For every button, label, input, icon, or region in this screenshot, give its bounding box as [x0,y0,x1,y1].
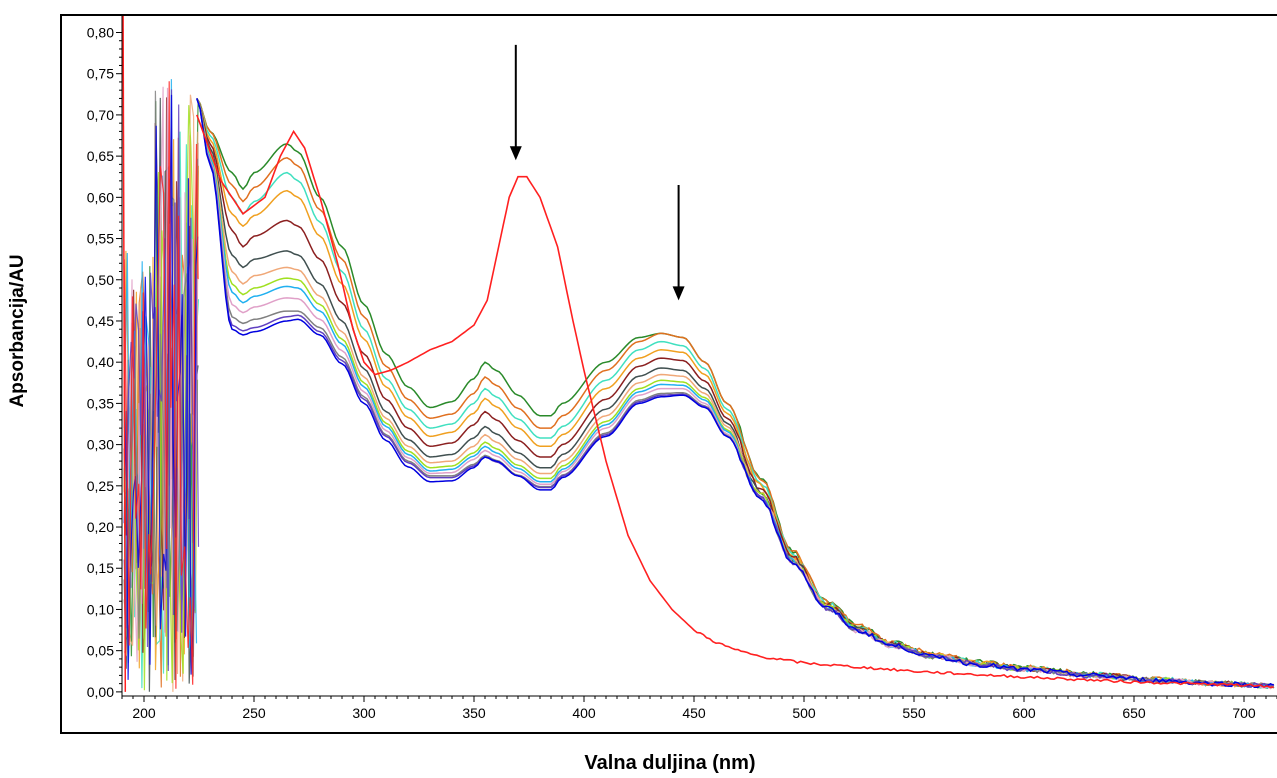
x-axis-title: Valna duljina (nm) [584,752,756,774]
y-tick-label: 0,20 [87,519,114,535]
y-tick-label: 0,25 [87,478,114,494]
y-tick-label: 0,70 [87,107,114,123]
reference-series-line [196,114,1274,689]
x-axis-ticks: 200 250 300 350 400 450 500 550 600 650 700 [121,696,1277,721]
x-tick-label: 400 [572,705,596,721]
x-tick-label: 700 [1232,705,1256,721]
series-line [196,98,1274,688]
y-tick-label: 0,15 [87,560,114,576]
annotation-arrow-head [672,286,685,301]
x-tick-label: 600 [1012,705,1036,721]
annotation-arrow-head [509,146,522,161]
chart-frame: 0,00 0,05 0,10 0,15 0,20 0,25 0,30 0,35 0,40 0,45… [60,14,1277,734]
annotation-group [509,44,685,301]
reference-series-group [122,16,1274,692]
y-tick-label: 0,35 [87,395,114,411]
y-tick-label: 0,45 [87,313,114,329]
noise-region [123,79,200,692]
series-line [196,98,1275,689]
y-tick-label: 0,80 [87,24,114,40]
noise-trace [123,81,199,689]
x-tick-label: 200 [132,705,156,721]
x-tick-label: 650 [1122,705,1146,721]
x-tick-label: 300 [352,705,376,721]
y-tick-label: 0,75 [87,66,114,82]
y-tick-label: 0,55 [87,231,114,247]
y-tick-label: 0,50 [87,272,114,288]
x-tick-label: 450 [682,705,706,721]
series-group [196,97,1275,690]
x-tick-label: 350 [462,705,486,721]
x-tick-label: 500 [792,705,816,721]
y-tick-label: 0,05 [87,643,114,659]
x-tick-label: 250 [242,705,266,721]
reference-edge-line [122,16,127,692]
y-axis-title: Apsorbancija/AU [7,254,28,408]
spectrum-chart: 0,00 0,05 0,10 0,15 0,20 0,25 0,30 0,35 0,40 0,45… [87,16,1277,721]
y-axis-ticks: 0,00 0,05 0,10 0,15 0,20 0,25 0,30 0,35 0,40 0,45… [87,24,122,700]
y-tick-label: 0,10 [87,601,114,617]
y-tick-label: 0,60 [87,189,114,205]
series-line [196,98,1275,690]
x-tick-label: 550 [902,705,926,721]
noise-trace [123,89,200,672]
y-tick-label: 0,40 [87,354,114,370]
noise-trace [123,86,199,662]
y-tick-label: 0,65 [87,148,114,164]
y-tick-label: 0,30 [87,437,114,453]
y-tick-label: 0,00 [87,684,114,700]
